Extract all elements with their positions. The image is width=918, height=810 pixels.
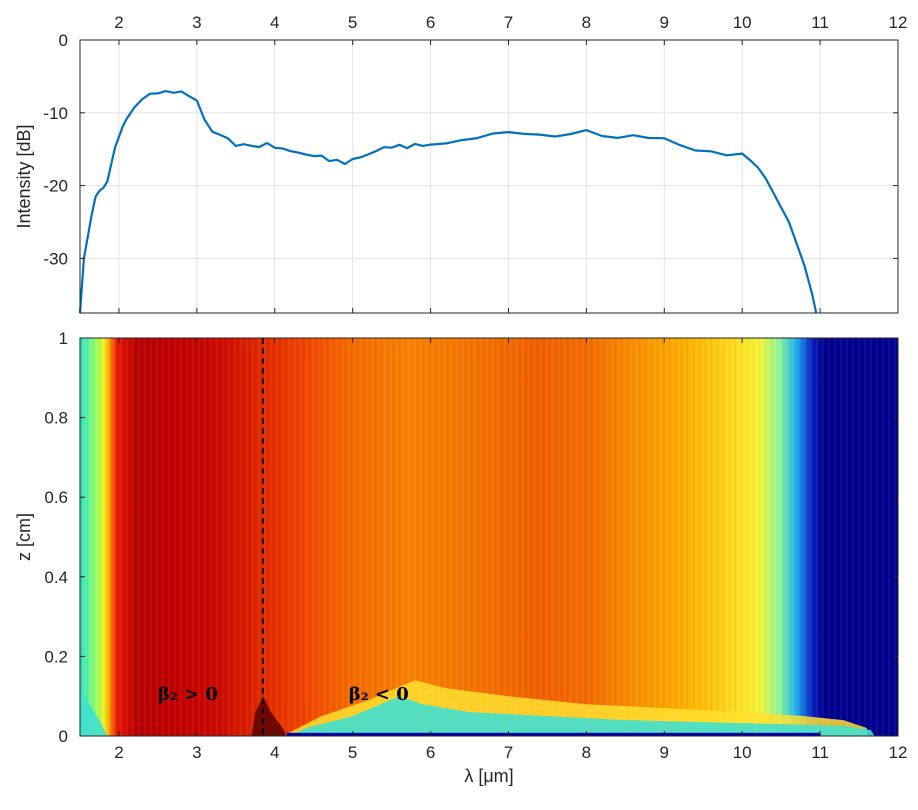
evolution-heatmap: 2 3 4 5 6 7 8 9 10 11 12 0 0.2 0.4 0.6 0.8 1 β₂ > 0 β₂ <… bbox=[14, 329, 907, 786]
x-tick-label-top: 9 bbox=[660, 13, 669, 32]
x-tick-label-top: 4 bbox=[270, 13, 279, 32]
y-tick-label: 0 bbox=[59, 31, 68, 50]
x-tick-label-top: 11 bbox=[811, 13, 829, 32]
heatmap-zero-dispersion-dark bbox=[251, 696, 287, 736]
x-tick-label: 2 bbox=[114, 743, 123, 762]
x-tick-label: 11 bbox=[811, 743, 829, 762]
x-tick-label: 7 bbox=[504, 743, 513, 762]
spectrum-plot: 2 3 4 5 6 7 8 9 10 11 12 0 -10 -20 -30 Intensity [dB] bbox=[14, 13, 907, 314]
heatmap-y-axis-label: z [cm] bbox=[14, 513, 34, 561]
annotation-normal-dispersion: β₂ > 0 bbox=[158, 684, 218, 705]
x-tick-label-top: 8 bbox=[582, 13, 591, 32]
spectrum-y-axis-label: Intensity [dB] bbox=[14, 124, 34, 228]
spectrum-plot-frame bbox=[79, 39, 899, 314]
x-tick-label-top: 10 bbox=[733, 13, 752, 32]
y-tick-label: 0 bbox=[59, 727, 68, 746]
x-tick-label-top: 6 bbox=[426, 13, 435, 32]
spectrum-line bbox=[78, 90, 818, 314]
annotation-anomalous-dispersion: β₂ < 0 bbox=[349, 684, 409, 705]
y-tick-label: -10 bbox=[43, 104, 68, 123]
y-tick-label: -30 bbox=[43, 249, 68, 268]
x-tick-label-top: 5 bbox=[348, 13, 357, 32]
heatmap-x-axis-label: λ [μm] bbox=[464, 766, 513, 786]
x-tick-label: 5 bbox=[348, 743, 357, 762]
x-tick-label: 4 bbox=[270, 743, 279, 762]
x-tick-label: 10 bbox=[733, 743, 752, 762]
y-tick-label: 0.4 bbox=[44, 568, 68, 587]
spectrum-grid bbox=[80, 40, 898, 313]
spectrum-plot-area bbox=[79, 39, 899, 314]
y-tick-label: -20 bbox=[43, 177, 68, 196]
spectrum-ticks: 2 3 4 5 6 7 8 9 10 11 12 0 -10 -20 -30 bbox=[43, 13, 907, 313]
heatmap-texture bbox=[80, 338, 898, 736]
heatmap-ticks: 2 3 4 5 6 7 8 9 10 11 12 0 0.2 0.4 0.6 0.8 1 bbox=[44, 329, 907, 762]
y-tick-label: 0.2 bbox=[44, 647, 68, 666]
x-tick-label-top: 2 bbox=[114, 13, 123, 32]
x-tick-label: 12 bbox=[889, 743, 908, 762]
x-tick-label-top: 12 bbox=[889, 13, 908, 32]
x-tick-label: 8 bbox=[582, 743, 591, 762]
heatmap-frame bbox=[79, 337, 899, 737]
y-tick-label: 0.6 bbox=[44, 488, 68, 507]
heatmap-bottom-edge bbox=[286, 732, 821, 736]
x-tick-label: 9 bbox=[660, 743, 669, 762]
x-tick-label-top: 3 bbox=[192, 13, 201, 32]
x-tick-label: 6 bbox=[426, 743, 435, 762]
x-tick-label: 3 bbox=[192, 743, 201, 762]
y-tick-label: 0.8 bbox=[44, 409, 68, 428]
y-tick-label: 1 bbox=[59, 329, 68, 348]
x-tick-label-top: 7 bbox=[504, 13, 513, 32]
heatmap-onset-cyan bbox=[80, 688, 875, 736]
